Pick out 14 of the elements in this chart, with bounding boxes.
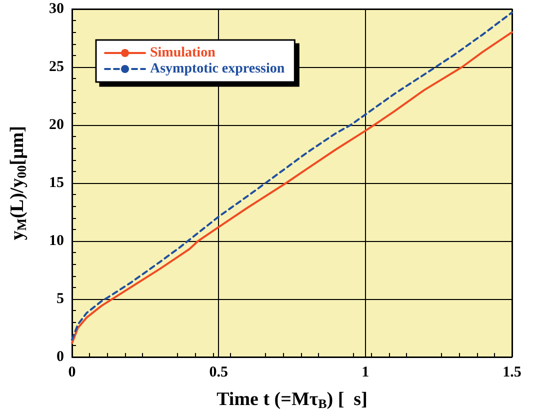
y-tick-label: 5: [56, 291, 64, 307]
legend-label: Simulation: [150, 46, 216, 60]
y-tick-label: 30: [49, 1, 64, 17]
x-tick-label: 0: [68, 364, 76, 380]
y-axis-title: yM(L)/y00[μm]: [7, 126, 29, 240]
y-tick-label: 15: [49, 175, 64, 191]
x-tick-label: 1.5: [502, 364, 522, 380]
x-tick-label: 0.5: [209, 364, 228, 380]
x-tick-label: 1: [362, 364, 370, 380]
y-tick-label: 20: [49, 117, 64, 133]
y-tick-label: 10: [49, 233, 64, 249]
legend-label: Asymptotic expression: [150, 62, 285, 76]
y-tick-label: 25: [49, 59, 64, 75]
y-tick-label: 0: [56, 349, 64, 365]
